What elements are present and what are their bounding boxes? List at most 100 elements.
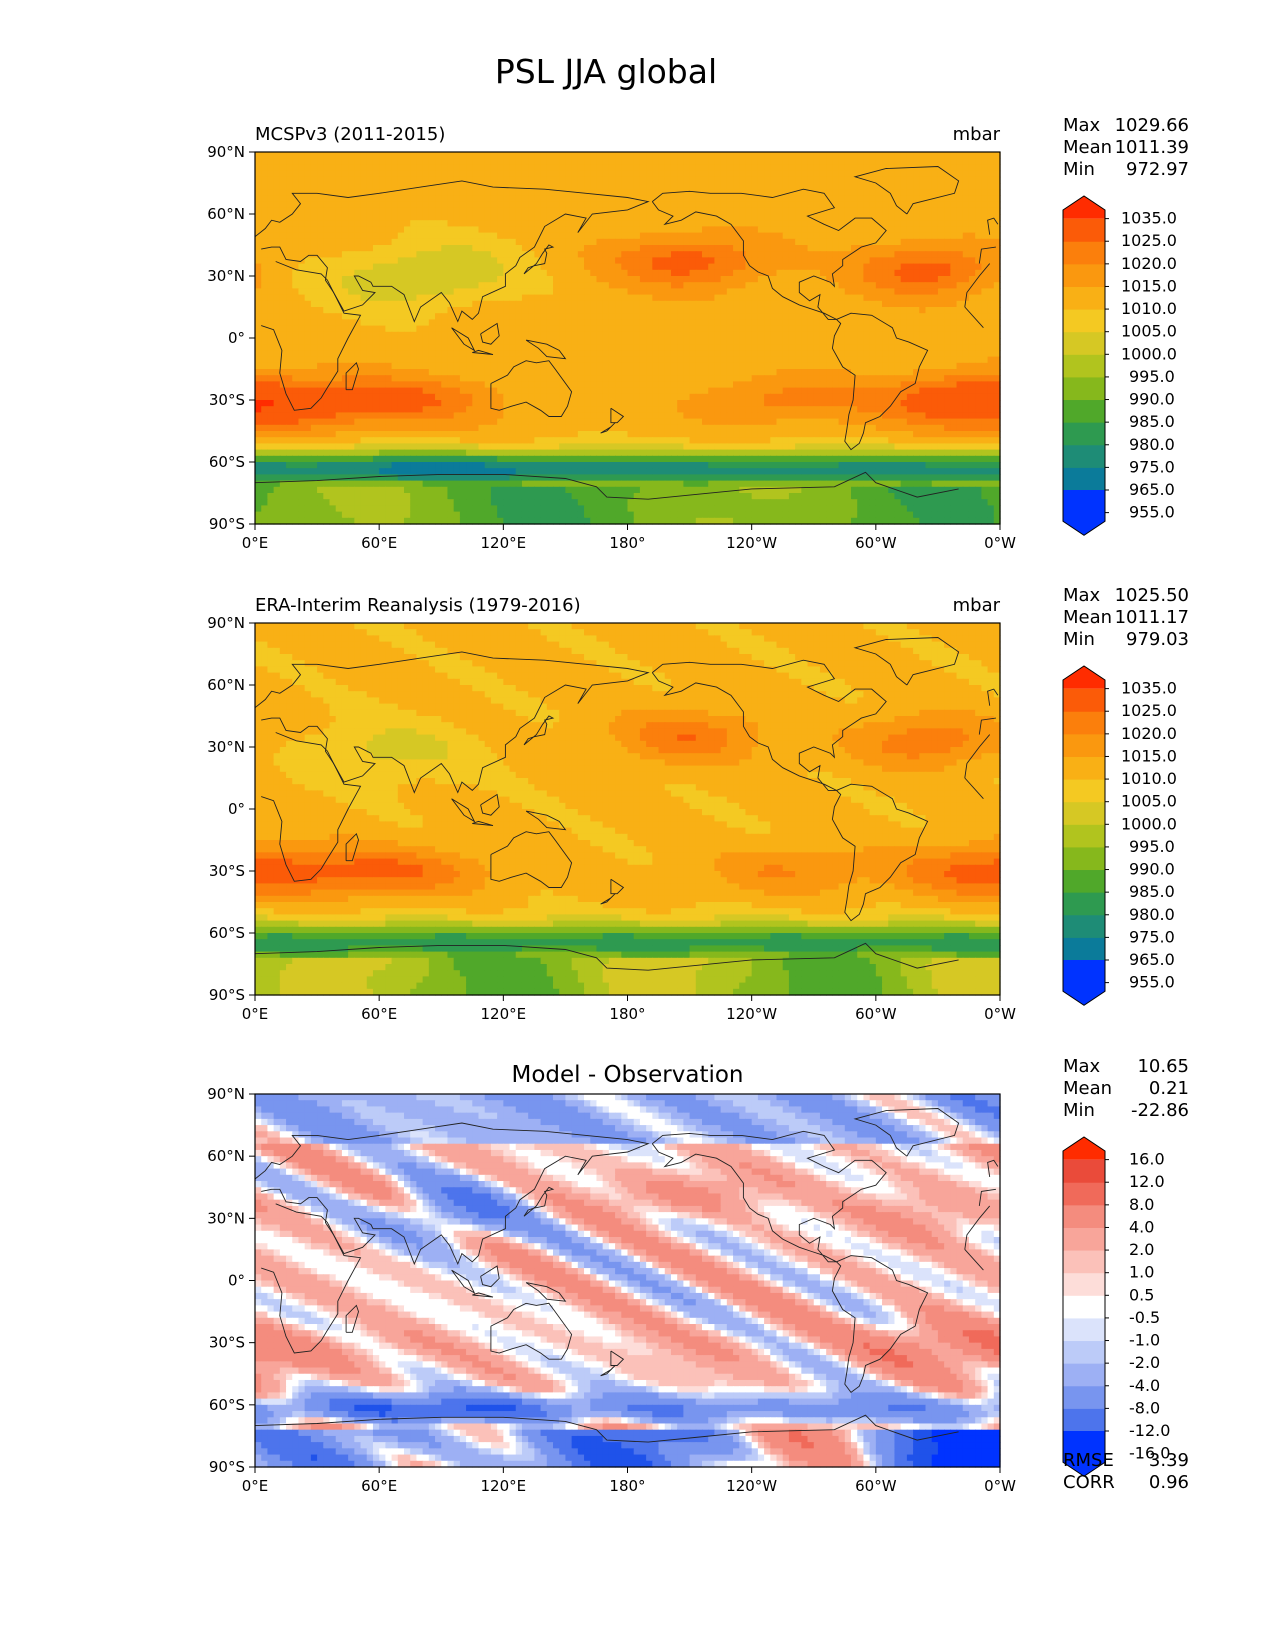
map-cell	[857, 164, 864, 171]
map-cell	[981, 158, 988, 165]
map-cell	[274, 158, 281, 165]
map-cell	[652, 183, 659, 190]
map-cell	[795, 152, 802, 159]
map-cell	[516, 152, 523, 159]
map-cell	[621, 158, 628, 165]
map-cell	[298, 220, 305, 227]
map-cell	[565, 239, 572, 246]
map-cell	[913, 152, 920, 159]
map-cell	[944, 177, 951, 184]
map-cell	[323, 158, 330, 165]
map-cell	[528, 177, 535, 184]
map-cell	[584, 171, 591, 178]
map-cell	[274, 177, 281, 184]
map-cell	[491, 189, 498, 196]
map-cell	[783, 158, 790, 165]
map-cell	[373, 171, 380, 178]
map-cell	[274, 183, 281, 190]
map-cell	[541, 164, 548, 171]
map-cell	[944, 214, 951, 221]
map-cell	[814, 202, 821, 209]
map-cell	[348, 239, 355, 246]
map-cell	[479, 152, 486, 159]
map-cell	[510, 226, 517, 233]
map-cell	[596, 233, 603, 240]
map-cell	[975, 202, 982, 209]
map-cell	[957, 189, 964, 196]
map-cell	[851, 183, 858, 190]
map-cell	[441, 233, 448, 240]
map-cell	[634, 177, 641, 184]
map-cell	[534, 171, 541, 178]
map-cell	[466, 189, 473, 196]
map-cell	[894, 189, 901, 196]
map-cell	[379, 195, 386, 202]
map-cell	[733, 158, 740, 165]
map-cell	[975, 152, 982, 159]
map-cell	[454, 233, 461, 240]
map-cell	[584, 233, 591, 240]
map-cell	[361, 158, 368, 165]
map-cell	[907, 220, 914, 227]
map-cell	[590, 164, 597, 171]
map-cell	[919, 202, 926, 209]
map-cell	[851, 164, 858, 171]
map-cell	[783, 214, 790, 221]
map-cell	[808, 183, 815, 190]
map-cell	[646, 233, 653, 240]
map-cell	[721, 202, 728, 209]
map-cell	[777, 177, 784, 184]
map-cell	[255, 195, 262, 202]
map-cell	[416, 202, 423, 209]
map-cell	[696, 195, 703, 202]
map-cell	[913, 220, 920, 227]
map-cell	[764, 202, 771, 209]
map-cell	[572, 220, 579, 227]
map-cell	[261, 164, 268, 171]
map-cell	[727, 152, 734, 159]
map-cell	[547, 195, 554, 202]
map-cell	[808, 208, 815, 215]
map-cell	[404, 202, 411, 209]
map-cell	[845, 189, 852, 196]
map-cell	[423, 239, 430, 246]
map-cell	[286, 220, 293, 227]
map-cell	[398, 177, 405, 184]
map-cell	[528, 214, 535, 221]
map-cell	[795, 183, 802, 190]
map-cell	[323, 171, 330, 178]
map-cell	[367, 177, 374, 184]
map-cell	[603, 226, 610, 233]
map-cell	[354, 152, 361, 159]
map-cell	[901, 220, 908, 227]
map-cell	[379, 183, 386, 190]
map-cell	[491, 226, 498, 233]
map-cell	[479, 177, 486, 184]
map-cell	[758, 158, 765, 165]
map-cell	[696, 152, 703, 159]
map-cell	[832, 202, 839, 209]
map-cell	[783, 189, 790, 196]
map-cell	[522, 214, 529, 221]
map-cell	[261, 226, 268, 233]
map-cell	[851, 220, 858, 227]
map-cell	[385, 214, 392, 221]
map-cell	[510, 202, 517, 209]
map-cell	[839, 152, 846, 159]
map-cell	[721, 158, 728, 165]
map-cell	[392, 202, 399, 209]
map-cell	[522, 152, 529, 159]
map-cell	[441, 239, 448, 246]
map-cell	[795, 220, 802, 227]
map-cell	[286, 177, 293, 184]
map-cell	[603, 152, 610, 159]
map-cell	[479, 239, 486, 246]
map-cell	[981, 152, 988, 159]
map-cell	[385, 195, 392, 202]
map-cell	[808, 158, 815, 165]
map-cell	[373, 164, 380, 171]
map-cell	[652, 152, 659, 159]
map-cell	[801, 195, 808, 202]
map-cell	[578, 177, 585, 184]
map-cell	[832, 189, 839, 196]
